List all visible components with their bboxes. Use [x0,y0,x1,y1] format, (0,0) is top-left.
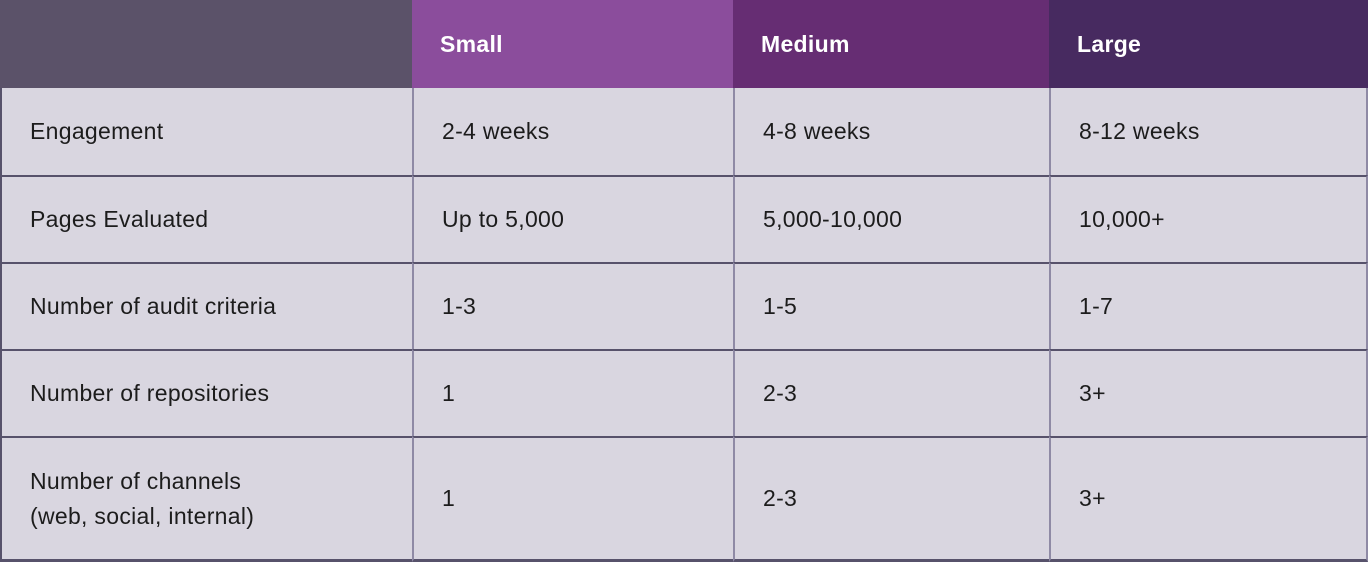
table-cell-repositories-large: 3+ [1049,349,1368,436]
table-cell-repositories-medium: 2-3 [733,349,1049,436]
row-label: Number of audit criteria [30,293,277,320]
column-header-small: Small [412,0,733,88]
table-row-label-channels: Number of channels (web, social, interna… [0,436,412,562]
table-cell-pages-medium: 5,000-10,000 [733,175,1049,262]
column-header-blank [0,0,412,88]
table-row-label-pages-evaluated: Pages Evaluated [0,175,412,262]
column-header-large: Large [1049,0,1368,88]
table-row-label-engagement: Engagement [0,88,412,175]
cell-value: 2-3 [763,380,798,407]
table-cell-channels-small: 1 [412,436,733,562]
table-cell-engagement-medium: 4-8 weeks [733,88,1049,175]
column-header-medium: Medium [733,0,1049,88]
cell-value: 2-3 [763,485,798,512]
table-cell-criteria-medium: 1-5 [733,262,1049,349]
table-cell-repositories-small: 1 [412,349,733,436]
column-header-large-label: Large [1077,30,1142,57]
table-row-label-audit-criteria: Number of audit criteria [0,262,412,349]
cell-value: 1-3 [442,293,477,320]
table-cell-criteria-small: 1-3 [412,262,733,349]
cell-value: 1-5 [763,293,798,320]
cell-value: 1-7 [1079,293,1114,320]
row-label: Pages Evaluated [30,206,209,233]
table-cell-pages-large: 10,000+ [1049,175,1368,262]
cell-value: 5,000-10,000 [763,206,903,233]
row-label: Number of repositories [30,380,270,407]
cell-value: 8-12 weeks [1079,118,1200,145]
table-row-label-repositories: Number of repositories [0,349,412,436]
column-header-medium-label: Medium [761,30,850,57]
table-cell-criteria-large: 1-7 [1049,262,1368,349]
table-cell-channels-medium: 2-3 [733,436,1049,562]
row-label: Engagement [30,118,164,145]
cell-value: 3+ [1079,380,1106,407]
cell-value: 10,000+ [1079,206,1165,233]
cell-value: 1 [442,380,456,407]
table-cell-engagement-small: 2-4 weeks [412,88,733,175]
column-header-small-label: Small [440,30,503,57]
table-cell-channels-large: 3+ [1049,436,1368,562]
cell-value: 4-8 weeks [763,118,871,145]
row-label: Number of channels (web, social, interna… [30,468,255,529]
table-cell-pages-small: Up to 5,000 [412,175,733,262]
cell-value: 3+ [1079,485,1106,512]
cell-value: Up to 5,000 [442,206,565,233]
cell-value: 1 [442,485,456,512]
cell-value: 2-4 weeks [442,118,550,145]
table-cell-engagement-large: 8-12 weeks [1049,88,1368,175]
